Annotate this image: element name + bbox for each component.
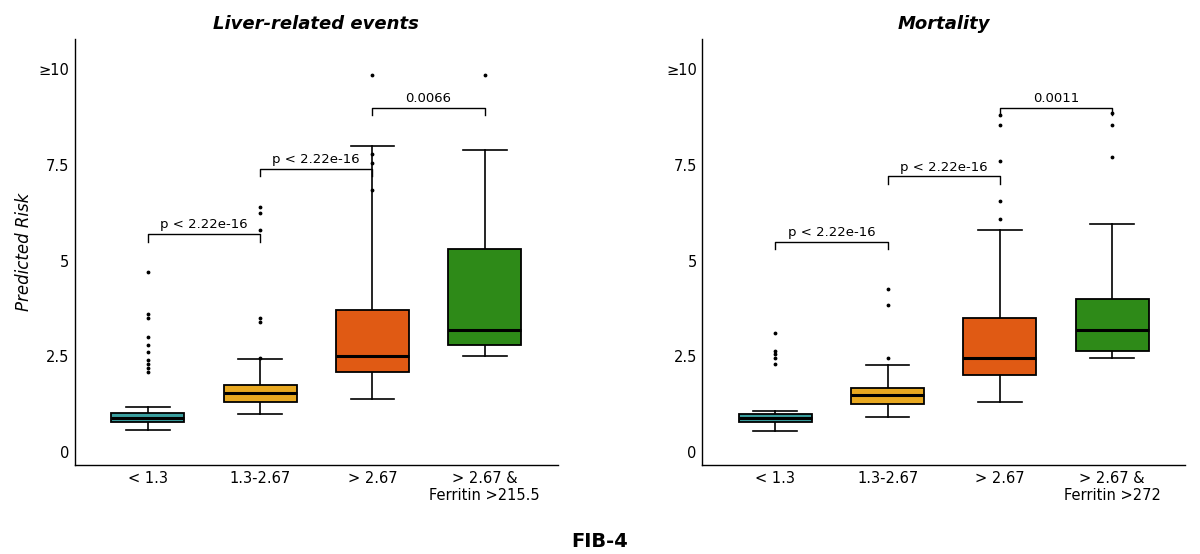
Title: Mortality: Mortality — [898, 15, 990, 33]
Text: p < 2.22e-16: p < 2.22e-16 — [787, 226, 875, 239]
Bar — [851, 388, 924, 404]
Bar — [448, 249, 521, 345]
Bar — [1075, 299, 1148, 351]
Text: 0.0011: 0.0011 — [1033, 92, 1079, 105]
Bar — [964, 318, 1037, 376]
Bar — [336, 310, 409, 372]
Text: p < 2.22e-16: p < 2.22e-16 — [161, 218, 248, 231]
Bar — [739, 414, 812, 422]
Text: 0.0066: 0.0066 — [406, 92, 451, 105]
Bar — [223, 385, 296, 402]
Y-axis label: Predicted Risk: Predicted Risk — [14, 193, 32, 311]
Title: Liver-related events: Liver-related events — [214, 15, 419, 33]
Text: FIB-4: FIB-4 — [571, 532, 629, 551]
Bar — [112, 413, 185, 422]
Text: p < 2.22e-16: p < 2.22e-16 — [272, 153, 360, 166]
Text: p < 2.22e-16: p < 2.22e-16 — [900, 161, 988, 174]
